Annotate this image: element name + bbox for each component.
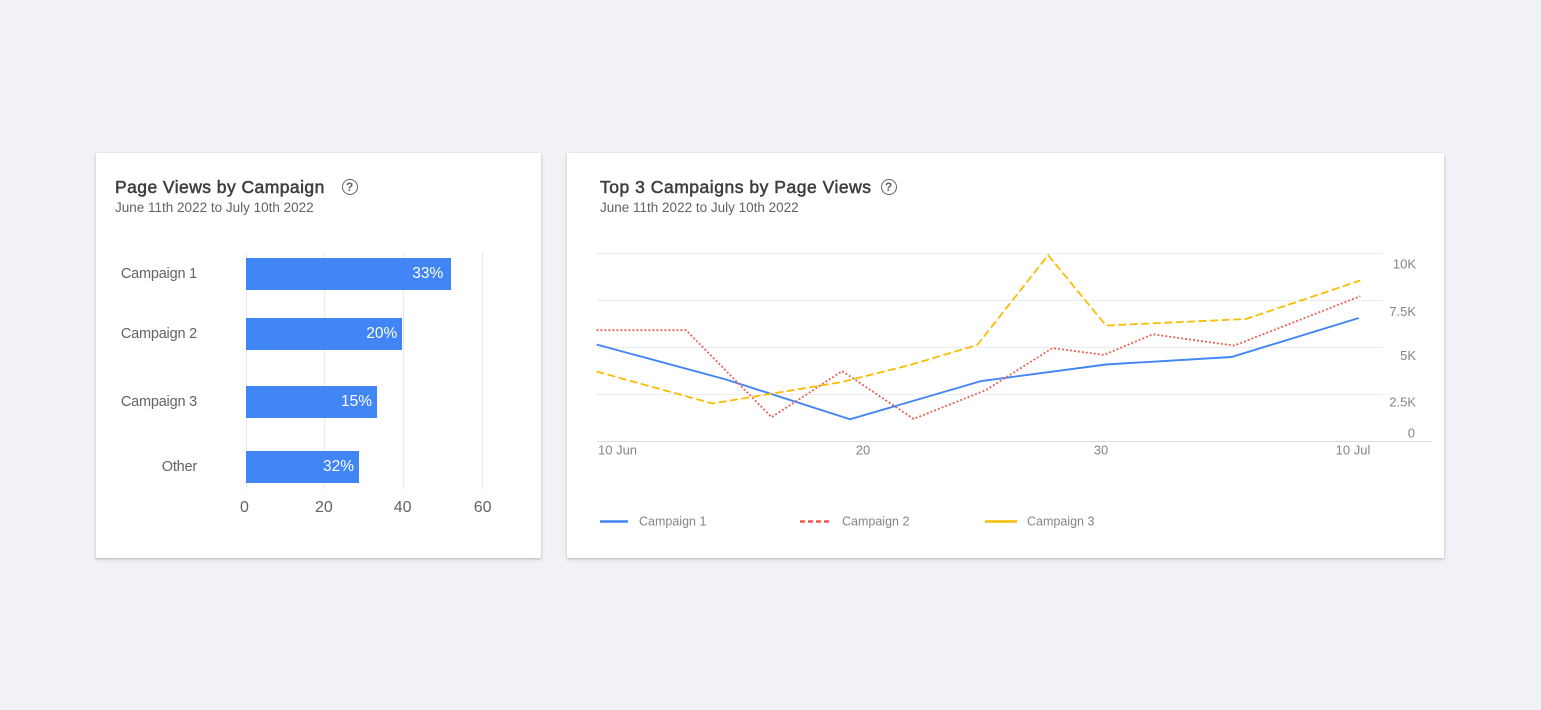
svg-text:20: 20 (856, 443, 870, 458)
svg-text:7.5K: 7.5K (1389, 304, 1416, 319)
svg-text:10 Jul: 10 Jul (1336, 443, 1371, 458)
svg-text:10K: 10K (1393, 257, 1416, 272)
svg-text:30: 30 (1094, 443, 1108, 458)
svg-text:5K: 5K (1400, 348, 1416, 363)
svg-text:Campaign 2: Campaign 2 (842, 515, 909, 529)
svg-text:Campaign 3: Campaign 3 (1027, 515, 1094, 529)
svg-text:10 Jun: 10 Jun (598, 443, 637, 458)
svg-text:0: 0 (1408, 426, 1415, 441)
svg-text:Campaign 1: Campaign 1 (639, 515, 706, 529)
svg-text:2.5K: 2.5K (1389, 394, 1416, 409)
